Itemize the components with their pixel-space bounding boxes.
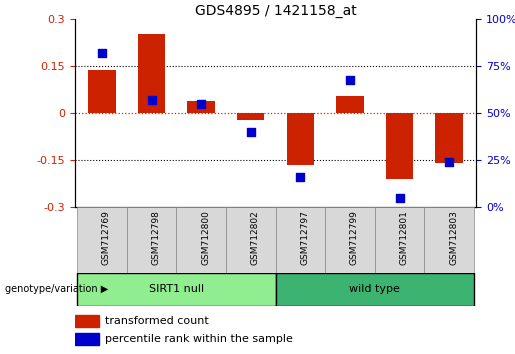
- Text: GSM712797: GSM712797: [300, 210, 310, 265]
- Point: [445, 159, 453, 165]
- Point: [147, 97, 156, 103]
- Bar: [375, 207, 424, 273]
- Text: GSM712801: GSM712801: [400, 210, 408, 265]
- Text: GSM712769: GSM712769: [102, 210, 111, 265]
- Text: wild type: wild type: [349, 284, 400, 295]
- Text: GSM712800: GSM712800: [201, 210, 210, 265]
- Text: GSM712798: GSM712798: [151, 210, 161, 265]
- Point: [247, 129, 255, 135]
- Text: genotype/variation ▶: genotype/variation ▶: [5, 284, 108, 295]
- Point: [346, 77, 354, 82]
- Text: percentile rank within the sample: percentile rank within the sample: [105, 334, 293, 344]
- Bar: [226, 207, 276, 273]
- Bar: [75, 333, 99, 345]
- Bar: [436, 113, 463, 163]
- Point: [197, 101, 205, 107]
- Bar: [287, 113, 314, 165]
- Bar: [237, 113, 264, 120]
- Bar: [424, 207, 474, 273]
- Bar: [127, 207, 176, 273]
- Point: [98, 50, 106, 56]
- Bar: [88, 69, 115, 113]
- Bar: [187, 101, 215, 113]
- Bar: [336, 96, 364, 113]
- Bar: [77, 207, 127, 273]
- Text: GSM712799: GSM712799: [350, 210, 359, 265]
- Bar: [386, 113, 413, 179]
- Bar: [276, 207, 325, 273]
- Title: GDS4895 / 1421158_at: GDS4895 / 1421158_at: [195, 5, 356, 18]
- Point: [396, 195, 404, 200]
- Bar: [176, 207, 226, 273]
- Bar: [75, 315, 99, 327]
- Text: GSM712802: GSM712802: [251, 210, 260, 265]
- Point: [296, 174, 304, 180]
- Bar: [138, 34, 165, 113]
- Text: transformed count: transformed count: [105, 316, 209, 326]
- Bar: [325, 207, 375, 273]
- Text: SIRT1 null: SIRT1 null: [149, 284, 204, 295]
- Bar: [276, 273, 474, 306]
- Text: GSM712803: GSM712803: [449, 210, 458, 265]
- Bar: [77, 273, 276, 306]
